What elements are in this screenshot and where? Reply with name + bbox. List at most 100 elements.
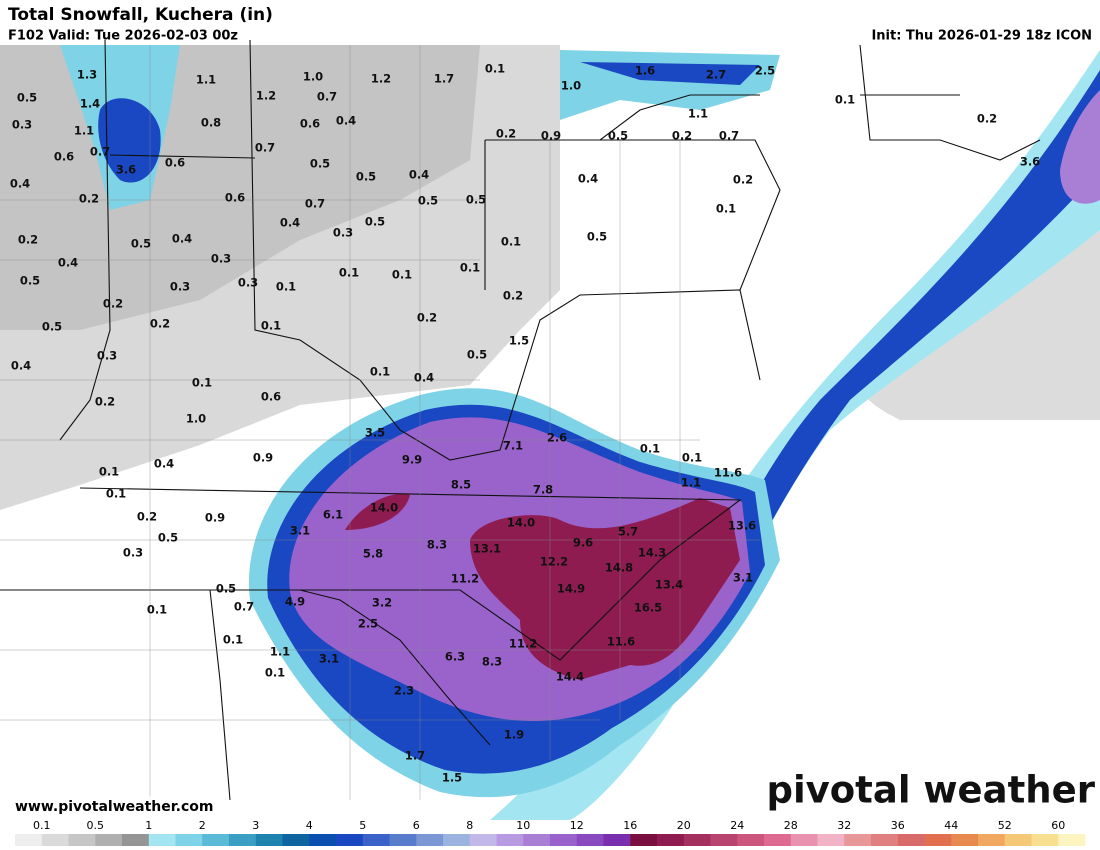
colorbar-swatch (523, 834, 551, 846)
snow-label: 0.6 (300, 117, 320, 131)
snow-label: 3.1 (733, 571, 753, 585)
colorbar-swatch (443, 834, 471, 846)
snow-label: 0.5 (467, 348, 487, 362)
snow-label: 2.7 (706, 68, 726, 82)
snow-label: 1.0 (561, 79, 581, 93)
snow-label: 1.2 (256, 89, 276, 103)
snow-label: 1.7 (405, 749, 425, 763)
snow-label: 0.5 (20, 274, 40, 288)
snow-label: 2.3 (394, 684, 414, 698)
colorbar-swatch (710, 834, 738, 846)
snow-label: 0.7 (719, 129, 739, 143)
snow-label: 1.5 (509, 334, 529, 348)
snow-label: 0.2 (672, 129, 692, 143)
snow-label: 3.2 (372, 596, 392, 610)
snow-label: 6.1 (323, 508, 343, 522)
colorbar-label: 32 (837, 819, 851, 832)
snow-label: 0.3 (333, 226, 353, 240)
snow-label: 0.9 (205, 511, 225, 525)
colorbar-swatch (15, 834, 43, 846)
colorbar-swatch (309, 834, 337, 846)
snow-label: 0.5 (310, 157, 330, 171)
point-labels: 1.3 1.1 1.0 1.2 1.7 0.1 1.0 1.6 2.7 2.5 0.1 0.5 1.4 1… (10, 62, 1040, 785)
snow-label: 1.5 (442, 771, 462, 785)
snow-label: 0.4 (10, 177, 30, 191)
snow-label: 1.1 (681, 476, 701, 490)
snow-label: 5.8 (363, 547, 383, 561)
colorbar-swatch (897, 834, 925, 846)
snow-label: 13.4 (655, 578, 683, 592)
snow-label: 0.2 (137, 510, 157, 524)
snow-label: 0.6 (225, 191, 245, 205)
snow-label: 0.3 (12, 118, 32, 132)
snow-label: 1.3 (77, 68, 97, 82)
colorbar-swatch (576, 834, 604, 846)
snow-label: 0.3 (97, 349, 117, 363)
snow-label: 0.1 (147, 603, 167, 617)
site-url: www.pivotalweather.com (15, 799, 214, 815)
snow-label: 4.9 (285, 595, 305, 609)
shade-blue (580, 62, 760, 85)
shade-offshore-purple (1060, 90, 1100, 204)
snow-label: 9.6 (573, 536, 593, 550)
colorbar-swatch (336, 834, 364, 846)
snow-label: 1.9 (504, 728, 524, 742)
snow-label: 3.6 (1020, 155, 1040, 169)
colorbar-label: 20 (677, 819, 691, 832)
snow-label: 3.6 (116, 163, 136, 177)
colorbar-label: 0.5 (87, 819, 105, 832)
colorbar-swatch (229, 834, 257, 846)
shade-offshore-blue (680, 70, 1100, 650)
county-lines (0, 45, 760, 800)
snow-label: 0.1 (223, 633, 243, 647)
snow-label: 0.6 (165, 156, 185, 170)
snow-label: 3.1 (290, 524, 310, 538)
snow-label: 3.5 (365, 426, 385, 440)
snow-label: 1.6 (635, 64, 655, 78)
snow-label: 11.6 (714, 466, 742, 480)
colorbar-label: 5 (359, 819, 366, 832)
snow-label: 0.2 (733, 173, 753, 187)
snow-label: 14.3 (638, 546, 666, 560)
state-border (299, 589, 491, 746)
snow-label: 13.6 (728, 519, 756, 533)
snow-label: 6.3 (445, 650, 465, 664)
snow-label: 0.4 (414, 371, 434, 385)
snow-label: 8.3 (427, 538, 447, 552)
colorbar-label: 10 (516, 819, 530, 832)
snow-label: 0.2 (103, 297, 123, 311)
snow-label: 8.3 (482, 655, 502, 669)
colorbar-label: 1 (145, 819, 152, 832)
colorbar-label: 44 (944, 819, 958, 832)
colorbar-swatch (630, 834, 658, 846)
snow-label: 1.1 (196, 73, 216, 87)
colorbar-label: 6 (413, 819, 420, 832)
snow-label: 2.5 (755, 64, 775, 78)
colorbar-swatch (1004, 834, 1032, 846)
snow-label: 0.5 (418, 194, 438, 208)
colorbar-swatch (95, 834, 123, 846)
shade-maroon (470, 498, 740, 680)
snow-label: 0.1 (265, 666, 285, 680)
snow-label: 0.4 (578, 172, 598, 186)
snow-label: 1.4 (80, 97, 100, 111)
snow-label: 14.0 (370, 501, 398, 515)
state-border (0, 487, 742, 661)
colorbar-swatch (603, 834, 631, 846)
snow-label: 0.4 (11, 359, 31, 373)
snow-label: 0.3 (170, 280, 190, 294)
colorbar-swatch (550, 834, 578, 846)
colorbar-swatch (790, 834, 818, 846)
colorbar-swatch (871, 834, 899, 846)
init-time: Init: Thu 2026-01-29 18z ICON (871, 29, 1092, 44)
snow-label: 0.1 (640, 442, 660, 456)
snow-label: 0.4 (336, 114, 356, 128)
colorbar-swatch (1058, 834, 1086, 846)
snow-label: 12.2 (540, 555, 568, 569)
snow-label: 0.1 (370, 365, 390, 379)
snow-label: 0.5 (42, 320, 62, 334)
colorbar-label: 60 (1051, 819, 1065, 832)
snow-label: 1.7 (434, 72, 454, 86)
snow-label: 0.5 (587, 230, 607, 244)
snow-label: 0.7 (317, 90, 337, 104)
